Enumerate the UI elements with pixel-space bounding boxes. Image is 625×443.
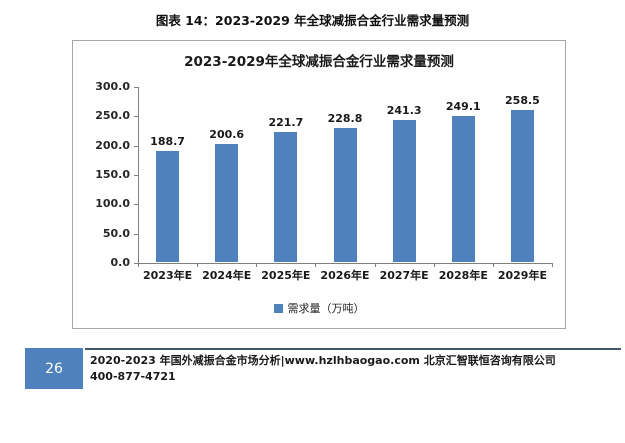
y-tick-mark: [134, 204, 138, 206]
x-category-label: 2026年E: [320, 269, 370, 282]
x-category-label: 2023年E: [143, 269, 193, 282]
bar-value-label: 258.5: [505, 94, 540, 108]
x-tick-mark: [492, 263, 494, 267]
bar-value-label: 241.3: [386, 104, 422, 118]
y-tick-label: 0.0: [110, 256, 131, 269]
x-category-label: 2029年E: [497, 269, 547, 282]
y-tick-label: 250.0: [95, 109, 130, 123]
x-category-label: 2024年E: [202, 269, 252, 282]
legend-swatch-icon: [273, 303, 283, 313]
bar: [333, 127, 357, 262]
y-tick-label: 150.0: [95, 168, 130, 181]
footer-divider: [85, 348, 621, 350]
x-tick-mark: [256, 263, 258, 267]
figure-caption: 图表 14：2023-2029 年全球减振合金行业需求量预测: [155, 13, 470, 28]
x-tick-mark: [552, 263, 553, 267]
bar: [215, 144, 239, 262]
y-tick-mark: [134, 87, 138, 88]
page-number-badge: 26: [25, 348, 83, 389]
y-tick-label: 100.0: [95, 197, 130, 211]
bar: [510, 110, 534, 262]
x-tick-mark: [197, 263, 199, 267]
y-tick-mark: [134, 145, 138, 147]
bar-value-label: 249.1: [445, 99, 481, 113]
x-category-label: 2028年E: [438, 269, 488, 282]
y-tick-mark: [134, 175, 138, 176]
plot-area: 0.0 50.0 100.0 150.0 200.0 250.0 300.0 188.7 202…: [95, 80, 553, 282]
footer-line-1: 2020-2023 年国外减振合金市场分析|www.hzlhbaogao.com…: [90, 354, 556, 367]
legend: 需求量（万吨）: [73, 300, 565, 316]
x-category-label: 2027年E: [379, 269, 429, 282]
bar: [392, 120, 416, 262]
bar-value-label: 221.7: [268, 115, 304, 129]
x-tick-mark: [433, 263, 435, 267]
page-footer: 26 2020-2023 年国外减振合金市场分析|www.hzlhbaogao.…: [0, 346, 625, 406]
y-tick-label: 50.0: [102, 226, 130, 240]
bar: [156, 151, 180, 262]
y-tick-label: 200.0: [95, 138, 130, 152]
footer-line-2: 400-877-4721: [90, 370, 176, 383]
y-tick-mark: [134, 116, 138, 118]
bar-value-label: 228.8: [327, 111, 363, 125]
bar: [451, 115, 475, 262]
legend-label: 需求量（万吨）: [287, 302, 365, 315]
footer-text: 2020-2023 年国外减振合金市场分析|www.hzlhbaogao.com…: [90, 353, 620, 385]
x-axis-line: [138, 263, 552, 264]
x-tick-mark: [138, 263, 139, 267]
chart-frame: 2023-2029年全球减振合金行业需求量预测 0.0 50.0 100.0 150.…: [72, 40, 566, 329]
bar: [274, 131, 298, 262]
y-tick-label: 300.0: [95, 80, 130, 93]
chart-title: 2023-2029年全球减振合金行业需求量预测: [184, 54, 454, 70]
y-axis-line: [138, 87, 139, 264]
bar-value-label: 200.6: [209, 128, 245, 142]
y-tick-mark: [134, 233, 138, 235]
x-tick-mark: [374, 263, 376, 267]
bar-value-label: 188.7: [150, 135, 185, 149]
y-tick-mark: [134, 263, 138, 264]
x-category-label: 2025年E: [261, 269, 311, 282]
x-tick-mark: [315, 263, 317, 267]
